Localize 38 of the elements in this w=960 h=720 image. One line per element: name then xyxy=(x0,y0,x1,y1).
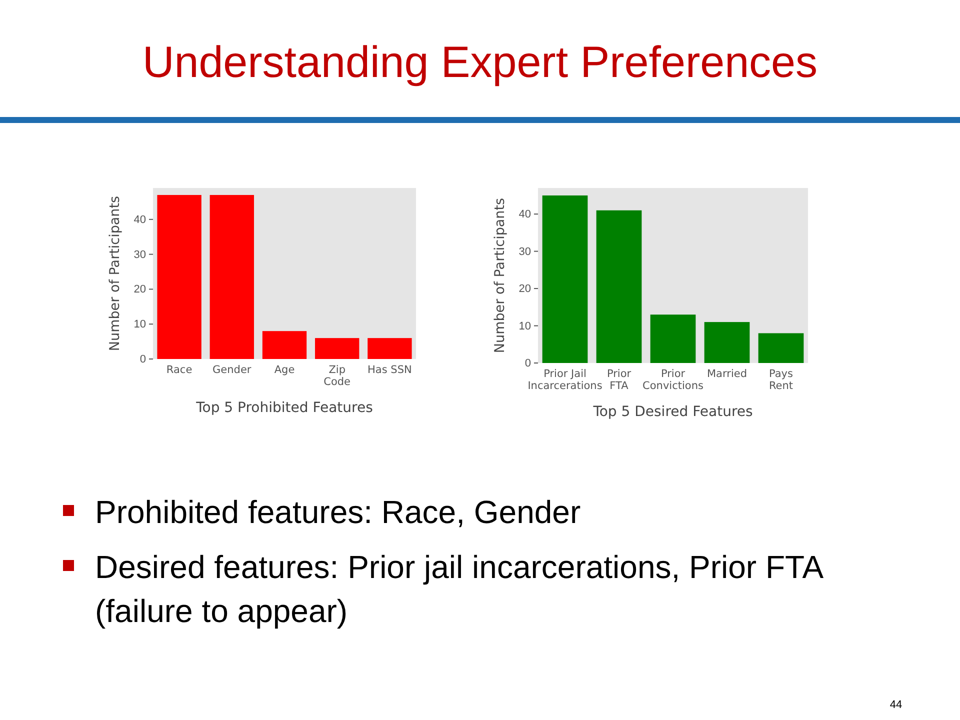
y-tick-label: 30 xyxy=(134,248,146,261)
y-tick-label: 0 xyxy=(524,358,531,370)
x-tick-label: Married xyxy=(707,368,747,380)
x-tick-label: Zip Code xyxy=(324,364,351,388)
y-tick-label: 10 xyxy=(518,320,531,332)
x-tick-label: Pays Rent xyxy=(768,368,794,392)
x-axis-title: Top 5 Desired Features xyxy=(592,404,753,420)
x-tick-label: Gender xyxy=(212,364,252,376)
bar xyxy=(262,331,307,359)
bar xyxy=(210,194,254,359)
x-tick-label: Prior Convictions xyxy=(642,368,704,392)
text: 44 xyxy=(890,699,902,711)
y-tick-label: 20 xyxy=(518,283,531,296)
y-tick-label: 0 xyxy=(140,354,146,366)
x-tick-label: Age xyxy=(274,364,295,376)
y-tick-label: 40 xyxy=(518,208,531,221)
x-tick-label: Race xyxy=(166,364,192,376)
bar xyxy=(758,333,804,363)
y-tick-label: 10 xyxy=(134,318,146,331)
y-tick-label: 20 xyxy=(134,284,146,296)
y-axis-title: Number of Participants xyxy=(107,196,123,352)
x-tick-label: Has SSN xyxy=(368,364,412,376)
y-tick-label: 40 xyxy=(134,214,146,226)
y-tick-label: 30 xyxy=(518,246,531,258)
x-tick-label: Prior Jail Incarcerations xyxy=(528,368,602,392)
bar xyxy=(368,338,412,359)
y-axis-title: Number of Participants xyxy=(492,198,508,354)
bar xyxy=(596,210,642,363)
text: Understanding Expert Preferences xyxy=(142,38,818,87)
x-tick-label: Prior FTA xyxy=(606,368,632,392)
x-axis-title: Top 5 Prohibited Features xyxy=(195,400,373,416)
text: Prohibited features: Race, Gender xyxy=(95,494,581,530)
bar xyxy=(704,322,750,363)
bar xyxy=(315,338,360,359)
bar xyxy=(542,195,588,363)
bar xyxy=(157,194,202,359)
text: Desired features: Prior jail incarcerations, Prior FTA (failure to appear) xyxy=(95,549,824,629)
bar xyxy=(650,314,696,363)
